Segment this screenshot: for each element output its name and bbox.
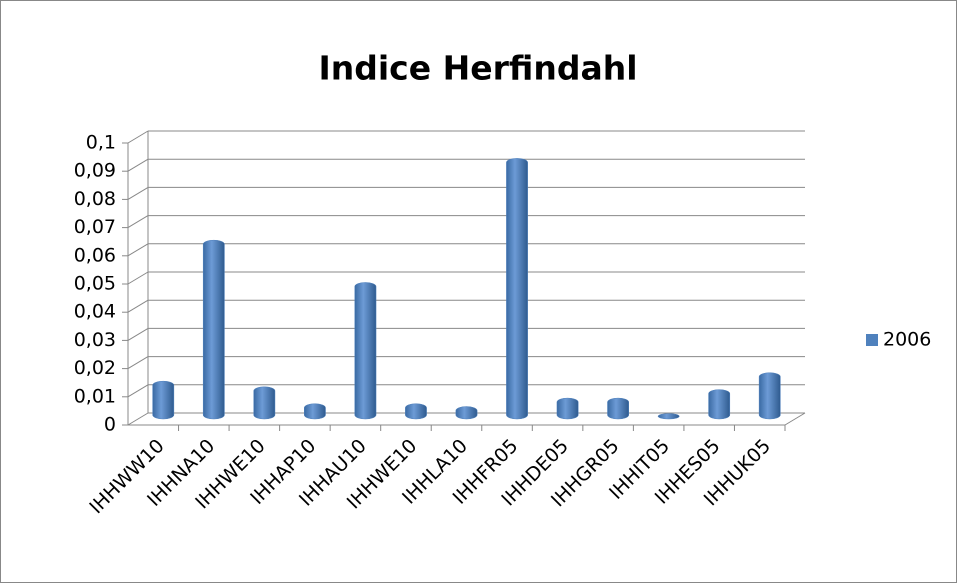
bar bbox=[304, 403, 326, 420]
y-tick-label: 0 bbox=[104, 414, 116, 436]
bar bbox=[607, 397, 629, 420]
bar bbox=[405, 403, 427, 420]
grid-line bbox=[127, 215, 149, 229]
grid-line bbox=[127, 158, 149, 172]
grid-line bbox=[127, 271, 149, 285]
grid-line bbox=[127, 299, 149, 313]
y-tick-label: 0,1 bbox=[86, 132, 116, 154]
y-tick-label: 0,08 bbox=[74, 188, 116, 210]
bar bbox=[506, 158, 528, 420]
bar bbox=[202, 239, 225, 420]
bar bbox=[253, 386, 276, 420]
grid-line bbox=[127, 384, 149, 398]
y-tick-label: 0,09 bbox=[74, 160, 116, 182]
bar bbox=[354, 282, 377, 420]
grid-line bbox=[127, 356, 149, 370]
y-tick-label: 0,03 bbox=[74, 329, 116, 351]
chart-title: Indice Herfindahl bbox=[318, 49, 637, 88]
bar bbox=[556, 397, 579, 420]
y-tick-label: 0,06 bbox=[74, 244, 116, 266]
legend-label: 2006 bbox=[883, 329, 931, 351]
grid-line bbox=[127, 412, 149, 426]
floor-edge bbox=[784, 412, 806, 426]
grid-line bbox=[127, 130, 149, 144]
grid-line bbox=[127, 243, 149, 257]
y-tick-label: 0,07 bbox=[74, 216, 116, 238]
bar bbox=[455, 406, 478, 420]
grid-line bbox=[127, 327, 149, 341]
legend-swatch bbox=[866, 334, 878, 346]
y-tick-label: 0,04 bbox=[74, 301, 116, 323]
bar bbox=[708, 389, 731, 420]
bar bbox=[758, 372, 781, 420]
bar bbox=[152, 380, 175, 420]
y-tick-label: 0,01 bbox=[74, 385, 116, 407]
grid-line bbox=[127, 186, 149, 200]
y-tick-label: 0,05 bbox=[74, 273, 116, 295]
y-tick-label: 0,02 bbox=[74, 357, 116, 379]
bar bbox=[657, 413, 680, 420]
